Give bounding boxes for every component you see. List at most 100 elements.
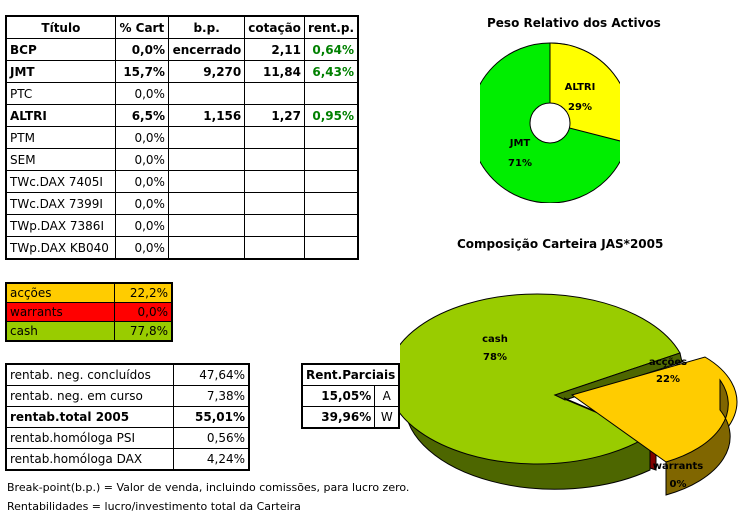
- cell-cot: 11,84: [244, 60, 305, 83]
- cell-bp: [167, 148, 246, 171]
- table-row: SEM 0,0%: [5, 148, 359, 171]
- returns-label: rentab.total 2005: [5, 406, 174, 428]
- cell-cot: [244, 126, 305, 149]
- table-row: PTC 0,0%: [5, 82, 359, 105]
- partial-returns-table: Rent.Parciais 15,05% A 39,96% W: [301, 363, 401, 429]
- returns-row: rentab.total 2005 55,01%: [5, 406, 250, 428]
- partial-header: Rent.Parciais: [301, 363, 400, 386]
- cell-bp: 1,156: [167, 104, 246, 127]
- returns-row: rentab.homóloga DAX 4,24%: [5, 448, 250, 471]
- svg-text:29%: 29%: [568, 102, 592, 113]
- cell-cot: [244, 236, 305, 260]
- cell-cart: 0,0%: [114, 126, 169, 149]
- altri-label: ALTRI: [565, 82, 596, 93]
- cell-bp: [167, 82, 246, 105]
- cell-titulo: SEM: [5, 148, 116, 171]
- cell-titulo: TWc.DAX 7405I: [5, 170, 116, 193]
- allocation-row: warrants 0,0%: [5, 302, 173, 322]
- allocation-value: 77,8%: [114, 321, 173, 342]
- allocation-label: warrants: [5, 302, 115, 322]
- cell-cot: [244, 170, 305, 193]
- returns-label: rentab. neg. em curso: [5, 385, 174, 407]
- table-row: TWc.DAX 7405I 0,0%: [5, 170, 359, 193]
- note-rentabilidades: Rentabilidades = lucro/investimento tota…: [7, 500, 301, 513]
- allocation-label: acções: [5, 282, 115, 303]
- cell-cart: 0,0%: [114, 170, 169, 193]
- cell-cart: 0,0%: [114, 82, 169, 105]
- cell-cot: [244, 82, 305, 105]
- pie3d-chart: cash 78% acções 22% warrants 0%: [400, 293, 738, 496]
- cell-cart: 0,0%: [114, 192, 169, 215]
- cell-bp: [167, 214, 246, 237]
- returns-row: rentab. neg. em curso 7,38%: [5, 385, 250, 407]
- returns-table: rentab. neg. concluídos 47,64% rentab. neg…: [5, 363, 250, 471]
- allocation-label: cash: [5, 321, 115, 342]
- col-rent: rent.p.: [303, 15, 359, 39]
- cell-rent: 6,43%: [303, 60, 359, 83]
- returns-value: 4,24%: [173, 448, 250, 471]
- cell-cart: 6,5%: [114, 104, 169, 127]
- col-cart: % Cart: [114, 15, 169, 39]
- holdings-table: Título % Cart b.p. cotação rent.p. BCP 0,…: [5, 15, 359, 260]
- cell-bp: encerrado: [167, 38, 246, 61]
- cell-titulo: TWc.DAX 7399I: [5, 192, 116, 215]
- donut-chart: ALTRI 29% JMT 71%: [480, 42, 620, 203]
- cell-cart: 0,0%: [114, 236, 169, 260]
- returns-row: rentab.homóloga PSI 0,56%: [5, 427, 250, 449]
- table-row: ALTRI 6,5% 1,156 1,27 0,95%: [5, 104, 359, 127]
- partial-tag: A: [374, 385, 400, 407]
- cell-cot: [244, 192, 305, 215]
- partial-value: 15,05%: [301, 385, 376, 407]
- returns-label: rentab.homóloga DAX: [5, 448, 174, 471]
- cell-cot: 1,27: [244, 104, 305, 127]
- svg-text:acções: acções: [649, 357, 687, 368]
- svg-text:22%: 22%: [656, 374, 680, 385]
- header-row: Título % Cart b.p. cotação rent.p.: [5, 15, 359, 39]
- cell-rent: [303, 236, 359, 260]
- cell-rent: 0,64%: [303, 38, 359, 61]
- table-row: JMT 15,7% 9,270 11,84 6,43%: [5, 60, 359, 83]
- cell-rent: [303, 148, 359, 171]
- col-titulo: Título: [5, 15, 116, 39]
- table-row: TWc.DAX 7399I 0,0%: [5, 192, 359, 215]
- cell-titulo: TWp.DAX 7386I: [5, 214, 116, 237]
- table-row: TWp.DAX 7386I 0,0%: [5, 214, 359, 237]
- cell-rent: [303, 170, 359, 193]
- cell-titulo: ALTRI: [5, 104, 116, 127]
- cell-titulo: TWp.DAX KB040: [5, 236, 116, 260]
- svg-text:warrants: warrants: [653, 461, 703, 472]
- partial-tag: W: [374, 406, 400, 429]
- cell-bp: [167, 192, 246, 215]
- cell-cart: 0,0%: [114, 214, 169, 237]
- cell-cart: 0,0%: [114, 38, 169, 61]
- table-row: PTM 0,0%: [5, 126, 359, 149]
- col-bp: b.p.: [167, 15, 246, 39]
- cell-titulo: PTM: [5, 126, 116, 149]
- cell-rent: [303, 214, 359, 237]
- returns-value: 7,38%: [173, 385, 250, 407]
- chart2-title: Composição Carteira JAS*2005: [457, 237, 664, 251]
- cell-titulo: JMT: [5, 60, 116, 83]
- cell-rent: 0,95%: [303, 104, 359, 127]
- cell-bp: [167, 236, 246, 260]
- svg-text:0%: 0%: [670, 479, 687, 490]
- svg-text:cash: cash: [482, 334, 508, 345]
- returns-row: rentab. neg. concluídos 47,64%: [5, 363, 250, 386]
- allocation-row: acções 22,2%: [5, 282, 173, 303]
- table-row: BCP 0,0% encerrado 2,11 0,64%: [5, 38, 359, 61]
- cell-rent: [303, 126, 359, 149]
- returns-value: 47,64%: [173, 363, 250, 386]
- cell-rent: [303, 192, 359, 215]
- cell-titulo: PTC: [5, 82, 116, 105]
- chart1-title: Peso Relativo dos Activos: [487, 16, 661, 30]
- returns-label: rentab.homóloga PSI: [5, 427, 174, 449]
- table-row: TWp.DAX KB040 0,0%: [5, 236, 359, 260]
- cell-bp: 9,270: [167, 60, 246, 83]
- cell-titulo: BCP: [5, 38, 116, 61]
- cell-bp: [167, 170, 246, 193]
- returns-value: 55,01%: [173, 406, 250, 428]
- svg-text:71%: 71%: [508, 158, 532, 169]
- cell-cart: 0,0%: [114, 148, 169, 171]
- allocation-row: cash 77,8%: [5, 321, 173, 342]
- allocation-value: 0,0%: [114, 302, 173, 322]
